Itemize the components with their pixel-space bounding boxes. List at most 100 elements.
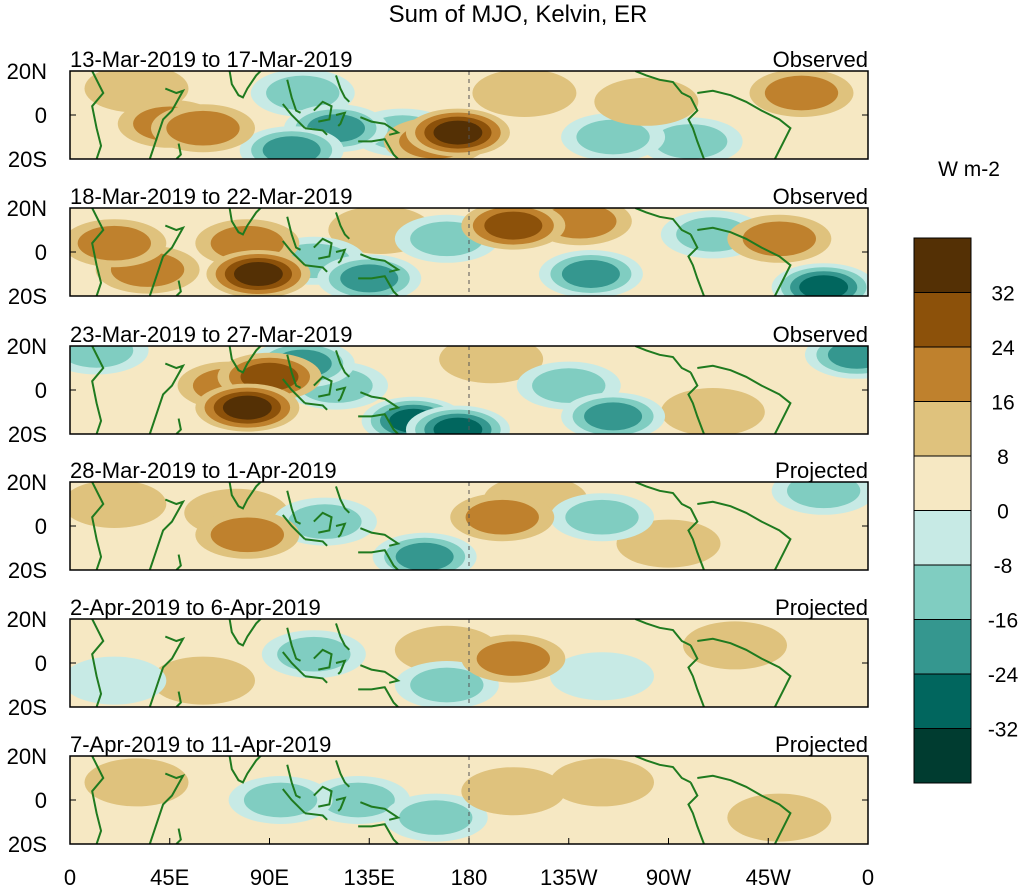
colorbar-box xyxy=(913,237,972,293)
panel-period-label: 18-Mar-2019 to 22-Mar-2019 xyxy=(70,184,352,209)
colorbar-box xyxy=(913,673,972,729)
panel: 2-Apr-2019 to 6-Apr-2019 Projected 20N 0 20S xyxy=(7,595,869,720)
panel-period-label: 7-Apr-2019 to 11-Apr-2019 xyxy=(70,732,331,757)
coastline-line xyxy=(335,486,351,514)
x-tick-label: 135E xyxy=(344,865,395,889)
anomaly-contour xyxy=(277,636,351,672)
coastline-line xyxy=(634,482,692,510)
panel-status-label: Observed xyxy=(773,47,868,72)
coastline-line xyxy=(286,764,301,799)
coastline-line xyxy=(358,686,399,707)
anomaly-contour xyxy=(70,482,167,528)
anomaly-contour xyxy=(476,641,550,676)
y-tick-label: 20S xyxy=(8,147,47,172)
colorbar-tick-label: 8 xyxy=(997,446,1009,469)
anomaly-contour xyxy=(222,395,272,420)
x-tick-label: 0 xyxy=(862,865,874,889)
anomaly-contour xyxy=(433,120,483,145)
coastline-line xyxy=(175,280,182,296)
coastline-line xyxy=(304,538,328,547)
coastline-line xyxy=(228,619,263,647)
coastline-line xyxy=(282,103,306,129)
coastline-line xyxy=(313,511,333,534)
colorbar-tick-label: -8 xyxy=(994,555,1013,578)
anomaly-contour xyxy=(727,793,832,842)
panel-period-label: 28-Mar-2019 to 1-Apr-2019 xyxy=(70,458,337,483)
anomaly-contour xyxy=(532,368,606,403)
anomaly-field xyxy=(70,208,868,296)
panel-status-label: Projected xyxy=(775,732,868,757)
coastline-line xyxy=(91,346,105,434)
coastline-line xyxy=(634,208,692,236)
panel-period-label: 2-Apr-2019 to 6-Apr-2019 xyxy=(70,595,321,620)
coastline-line xyxy=(360,391,401,411)
coastline-line xyxy=(91,482,105,570)
anomaly-contour xyxy=(799,275,849,296)
coastline-line xyxy=(697,364,792,434)
coastline-line xyxy=(335,75,351,103)
coastline xyxy=(91,482,792,570)
anomaly-contour xyxy=(654,124,728,159)
colorbar-tick-label: 32 xyxy=(991,283,1014,306)
anomaly-contour xyxy=(465,499,539,535)
coastline-line xyxy=(687,644,705,707)
coastline-line xyxy=(335,659,347,675)
panel-period-label: 13-Mar-2019 to 17-Mar-2019 xyxy=(70,47,352,72)
x-tick-label: 90W xyxy=(646,865,691,889)
coastline-line xyxy=(358,138,399,159)
coastline-line xyxy=(358,823,399,844)
y-tick-label: 0 xyxy=(35,788,47,813)
coastline-line xyxy=(175,828,182,844)
anomaly-contour xyxy=(399,800,473,835)
coastline-line xyxy=(687,371,705,434)
panel-status-label: Projected xyxy=(775,458,868,483)
coastline xyxy=(91,208,792,296)
anomaly-contour xyxy=(410,667,484,703)
coastline xyxy=(91,71,792,159)
colorbar-box xyxy=(913,401,972,457)
coastline-line xyxy=(228,756,263,784)
anomaly-contour xyxy=(461,767,566,816)
colorbar-box xyxy=(913,564,972,620)
panel: 28-Mar-2019 to 1-Apr-2019 Projected 20N 0 20… xyxy=(7,458,869,583)
coastline-line xyxy=(282,240,306,266)
colorbar-tick-labels: 32 24 16 8 0 -8 -16 -24 -32 xyxy=(988,283,1019,742)
anomaly-contour xyxy=(266,75,340,111)
colorbar-box xyxy=(913,455,972,511)
coastline xyxy=(91,619,792,707)
anomaly-contour xyxy=(243,782,318,818)
colorbar-box xyxy=(913,346,972,402)
x-tick-label: 180 xyxy=(451,865,488,889)
coastline-line xyxy=(697,500,792,570)
coastline-line xyxy=(91,208,105,296)
coastline-line xyxy=(304,402,328,411)
anomaly-contour xyxy=(561,260,620,288)
coastline-line xyxy=(687,781,705,844)
coastline-line xyxy=(697,89,792,159)
anomaly-contour xyxy=(484,211,543,240)
coastline-line xyxy=(282,514,306,540)
coastline-line xyxy=(304,127,328,136)
coastline-line xyxy=(148,498,186,570)
coastline-line xyxy=(634,619,692,647)
coastline-line xyxy=(175,143,182,159)
anomaly-contour xyxy=(742,221,816,257)
anomaly-contour xyxy=(151,656,255,705)
anomaly-field xyxy=(70,346,868,434)
x-axis: 0 45E 90E 135E 180 135W 90W 45W 0 xyxy=(64,838,874,889)
coastline-line xyxy=(91,71,105,159)
coastline-line xyxy=(91,756,105,844)
coastline-line xyxy=(335,623,351,651)
panel: 7-Apr-2019 to 11-Apr-2019 Projected 20N 0 20… xyxy=(7,732,869,857)
coastline-line xyxy=(282,651,306,677)
coastline-line xyxy=(697,637,792,707)
anomaly-contour xyxy=(439,346,544,384)
coastline-line xyxy=(148,772,186,844)
panel: 23-Mar-2019 to 27-Mar-2019 Observed 20N 0 20… xyxy=(7,322,869,447)
coastline-line xyxy=(335,212,351,240)
coastline-line xyxy=(687,233,705,296)
y-tick-label: 0 xyxy=(35,651,47,676)
anomaly-field xyxy=(84,758,832,842)
anomaly-contour xyxy=(565,499,639,535)
colorbar-box xyxy=(913,510,972,566)
